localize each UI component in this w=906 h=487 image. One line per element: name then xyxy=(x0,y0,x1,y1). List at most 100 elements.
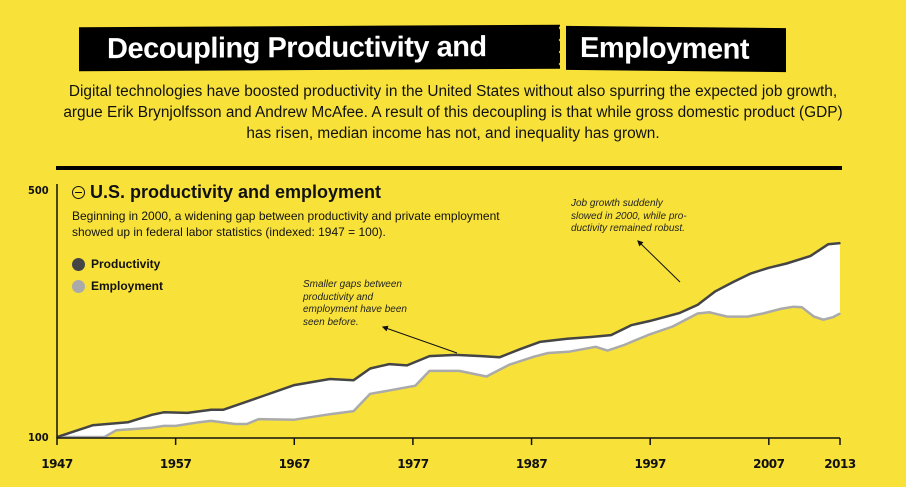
chart-legend: Productivity Employment xyxy=(72,253,163,297)
employment-point xyxy=(781,307,783,310)
employment-point xyxy=(726,315,729,318)
productivity-point xyxy=(610,334,612,336)
productivity-point xyxy=(406,364,408,367)
employment-point xyxy=(246,423,248,425)
employment-point xyxy=(428,370,431,372)
productivity-point xyxy=(649,320,651,322)
productivity-point xyxy=(163,411,165,414)
productivity-point xyxy=(768,267,770,269)
chart-title-text: U.S. productivity and employment xyxy=(90,182,382,202)
productivity-point xyxy=(257,396,260,399)
productivity-point xyxy=(388,363,391,365)
x-tick-label: 2007 xyxy=(753,457,785,471)
gap-area xyxy=(57,243,840,437)
legend-label-productivity: Productivity xyxy=(91,257,161,271)
legend-label-employment: Employment xyxy=(91,279,164,293)
employment-point xyxy=(210,420,212,422)
annotation-job-growth: Job growth suddenly slowed in 2000, whil… xyxy=(571,198,687,236)
y-tick-label-500: 500 xyxy=(28,184,49,197)
employment-point xyxy=(257,418,260,420)
annotation-line: seen before. xyxy=(303,316,359,328)
intro-paragraph: Digital technologies have boosted produc… xyxy=(63,83,843,142)
employment-point xyxy=(623,344,625,346)
employment-point xyxy=(839,312,841,315)
employment-point xyxy=(671,325,674,328)
productivity-point xyxy=(630,324,632,327)
employment-point xyxy=(567,351,570,353)
productivity-point xyxy=(696,304,699,306)
employment-point xyxy=(174,425,177,427)
productivity-point xyxy=(809,255,812,257)
employment-point xyxy=(547,352,549,354)
productivity-point xyxy=(293,384,296,386)
chart-subtitle: Beginning in 2000, a widening gap betwee… xyxy=(72,209,500,239)
productivity-point xyxy=(750,272,752,275)
annotation-line: productivity and xyxy=(303,291,374,303)
productivity-point xyxy=(369,367,372,370)
legend-item-productivity: Productivity xyxy=(72,253,163,275)
employment-point xyxy=(115,429,118,432)
employment-point xyxy=(533,355,535,358)
employment-point xyxy=(801,306,803,309)
employment-point xyxy=(387,389,389,392)
employment-point xyxy=(234,423,236,425)
productivity-point xyxy=(428,355,431,357)
annotation-smaller-gaps: Smaller gaps between productivity and em… xyxy=(303,279,407,329)
employment-point xyxy=(762,312,764,315)
x-tick-label: 1997 xyxy=(634,457,666,471)
employment-point xyxy=(163,425,165,427)
productivity-point xyxy=(518,348,521,351)
productivity-dot-icon xyxy=(72,257,85,271)
collapse-minus-icon[interactable] xyxy=(72,186,85,199)
productivity-point xyxy=(186,412,189,414)
employment-point xyxy=(414,384,417,387)
chart-title: U.S. productivity and employment xyxy=(72,182,381,203)
x-tick-label: 2013 xyxy=(824,457,856,471)
annotation-line: slowed in 2000, while pro- xyxy=(571,210,687,222)
annotation-line: ductivity remained robust. xyxy=(571,223,685,234)
x-tick-label: 1947 xyxy=(41,457,73,471)
annotation-line: Job growth suddenly xyxy=(571,198,663,209)
productivity-point xyxy=(566,338,568,340)
productivity-point xyxy=(352,379,355,382)
productivity-point xyxy=(498,356,501,359)
annotation-line: employment have been xyxy=(303,304,407,315)
x-tick-label: 1977 xyxy=(397,457,429,471)
annotation-arrow-job-growth xyxy=(637,240,681,283)
productivity-point xyxy=(222,409,224,411)
y-tick-label-100: 100 xyxy=(28,431,49,444)
employment-point xyxy=(822,318,825,321)
employment-point xyxy=(813,315,815,318)
productivity-point xyxy=(127,421,129,424)
zigzag-break-icon xyxy=(558,22,567,74)
productivity-point xyxy=(732,281,734,283)
employment-point xyxy=(832,316,834,319)
productivity-point xyxy=(151,414,153,416)
x-tick-label: 1957 xyxy=(159,457,192,471)
productivity-point xyxy=(827,243,829,246)
employment-point xyxy=(369,393,372,395)
productivity-point xyxy=(839,242,841,244)
x-tick-label: 1967 xyxy=(278,457,311,471)
employment-dot-icon xyxy=(72,279,85,293)
section-divider xyxy=(56,166,842,170)
productivity-point xyxy=(454,354,457,356)
x-tick-label: 1987 xyxy=(515,457,548,471)
employment-point xyxy=(647,334,649,336)
employment-point xyxy=(708,311,711,314)
productivity-point xyxy=(329,378,331,380)
employment-point xyxy=(329,413,331,416)
employment-point xyxy=(352,410,355,412)
annotation-line: Smaller gaps between xyxy=(303,279,402,290)
productivity-point xyxy=(210,409,212,411)
productivity-point xyxy=(714,290,717,293)
productivity-line xyxy=(56,241,841,439)
annotation-arrow-smaller-gaps xyxy=(381,325,458,354)
productivity-point xyxy=(539,341,541,343)
employment-point xyxy=(508,364,510,366)
employment-point xyxy=(293,418,296,421)
productivity-point xyxy=(480,355,483,357)
employment-point xyxy=(792,305,795,308)
employment-point xyxy=(606,349,609,352)
productivity-point xyxy=(590,336,592,338)
